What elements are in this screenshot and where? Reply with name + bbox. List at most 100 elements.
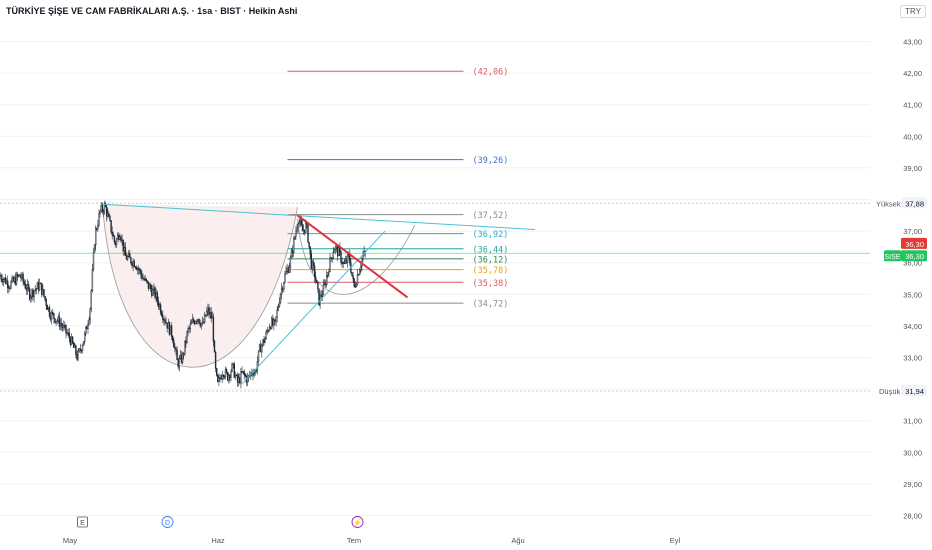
candle-body <box>174 347 176 349</box>
candle-body <box>232 363 234 365</box>
candle-body <box>341 261 343 264</box>
candle-body <box>271 318 273 329</box>
symbol-box <box>884 250 901 262</box>
candle-body <box>308 241 310 247</box>
cup-outline <box>102 204 298 368</box>
candle-body <box>158 304 161 307</box>
candle-body <box>38 283 41 291</box>
candle-body <box>81 345 84 351</box>
candle-body <box>57 316 59 322</box>
candle-body <box>104 203 107 208</box>
candle-body <box>202 321 205 323</box>
candle-body <box>177 359 179 368</box>
candle-body <box>70 336 73 345</box>
trend-drawings <box>102 203 536 387</box>
candle-body <box>109 216 111 221</box>
candle-body <box>293 238 295 253</box>
event-marker-split <box>351 516 364 528</box>
y-tick-label: 43,00 <box>903 38 922 47</box>
candle-body <box>244 374 247 377</box>
candle-body <box>296 227 298 232</box>
candle-body <box>241 371 243 373</box>
candle-body <box>234 375 237 378</box>
candle-body <box>121 239 123 241</box>
candle-body <box>288 266 291 273</box>
candle-body <box>223 376 226 378</box>
candle-body <box>299 219 302 223</box>
candle-body <box>324 282 327 286</box>
candle-body <box>68 332 70 339</box>
candle-body <box>359 269 361 276</box>
candle-body <box>187 328 189 333</box>
candle-body <box>284 273 286 283</box>
y-tick-label: 39,00 <box>903 164 922 173</box>
candle-body <box>101 205 103 212</box>
candle-body <box>300 219 303 225</box>
currency-selector[interactable]: TRY <box>900 5 926 18</box>
candle-body <box>355 283 358 287</box>
candle-body <box>201 321 204 324</box>
candle-body <box>59 323 62 327</box>
candle-body <box>47 307 50 310</box>
candle-body <box>103 203 106 213</box>
y-tick-label: 35,00 <box>903 290 922 299</box>
candle-body <box>238 377 240 383</box>
candle-body <box>20 275 22 279</box>
candle-body <box>4 277 7 284</box>
candle-body <box>227 372 229 381</box>
candle-body <box>327 272 329 276</box>
candle-body <box>85 326 87 334</box>
candle-body <box>192 319 195 322</box>
candle-body <box>360 265 362 271</box>
candle-body <box>155 292 157 298</box>
y-tick-label: 28,00 <box>903 512 922 521</box>
high-label: Yüksek <box>876 199 901 208</box>
candle-body <box>357 274 360 276</box>
candle-body <box>242 370 244 373</box>
candle-body <box>130 257 132 264</box>
candle-body <box>80 349 83 352</box>
candle-body <box>164 319 166 323</box>
candle-body <box>190 322 193 325</box>
candle-body <box>67 332 69 334</box>
candle-body <box>30 296 32 300</box>
candle-body <box>261 344 263 353</box>
level-label: (36,44) <box>473 245 509 255</box>
candle-body <box>275 316 277 322</box>
x-tick-label: Ağu <box>511 536 524 545</box>
candle-body <box>7 280 9 288</box>
candle-body <box>329 257 331 272</box>
candle-body <box>49 315 52 320</box>
candle-body <box>111 231 113 236</box>
low-label: Düşük <box>879 387 901 396</box>
current-badge-value: 36,30 <box>905 252 924 261</box>
candle-body <box>55 320 57 323</box>
event-marker-letter: D <box>165 520 170 527</box>
candle-body <box>139 269 141 271</box>
candle-body <box>263 339 265 344</box>
level-label: (34,72) <box>473 300 509 310</box>
candle-body <box>148 284 151 289</box>
candle-body <box>123 247 125 252</box>
candle-body <box>179 354 182 359</box>
candle-body <box>181 353 184 363</box>
candle-body <box>12 277 14 282</box>
candle-body <box>240 371 242 384</box>
candle-body <box>102 210 105 213</box>
candle-body <box>25 288 28 291</box>
candle-body <box>236 374 239 383</box>
x-tick-label: Eyl <box>670 536 681 545</box>
y-tick-label: 29,00 <box>903 480 922 489</box>
candle-body <box>54 318 56 323</box>
candle-body <box>294 236 296 239</box>
candle-body <box>107 213 109 217</box>
candle-body <box>118 234 120 240</box>
candle-body <box>200 323 203 327</box>
candle-body <box>197 318 199 322</box>
candle-body <box>44 296 46 300</box>
candle-body <box>40 282 42 285</box>
candle-body <box>180 354 183 363</box>
candle-body <box>230 371 232 378</box>
candle-body <box>125 255 128 260</box>
candle-body <box>108 213 110 217</box>
